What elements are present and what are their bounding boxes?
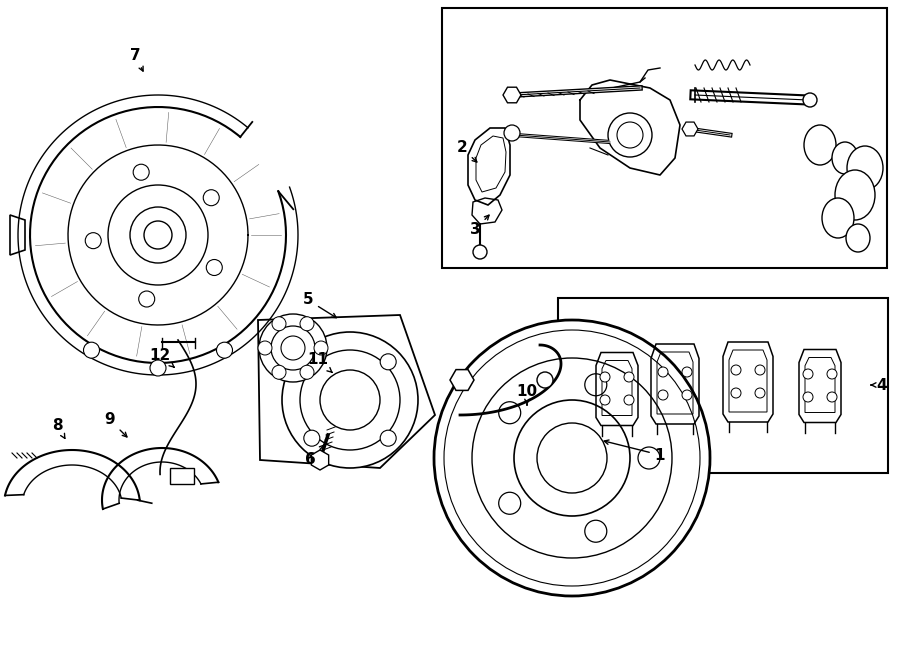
Circle shape: [133, 164, 149, 180]
Circle shape: [108, 185, 208, 285]
Circle shape: [827, 392, 837, 402]
Circle shape: [638, 447, 660, 469]
Circle shape: [803, 369, 813, 379]
Circle shape: [144, 221, 172, 249]
Text: 5: 5: [302, 293, 337, 318]
Circle shape: [803, 392, 813, 402]
Text: 8: 8: [51, 418, 65, 438]
Circle shape: [600, 395, 610, 405]
Circle shape: [499, 402, 521, 424]
Circle shape: [537, 423, 607, 493]
Circle shape: [150, 360, 166, 376]
Circle shape: [600, 372, 610, 382]
Circle shape: [624, 372, 634, 382]
Text: 6: 6: [304, 445, 324, 467]
Bar: [170, 468, 194, 484]
Text: 1: 1: [604, 440, 665, 463]
Circle shape: [731, 388, 741, 398]
Circle shape: [130, 207, 186, 263]
Ellipse shape: [846, 224, 870, 252]
Circle shape: [504, 125, 520, 141]
Circle shape: [624, 395, 634, 405]
Circle shape: [314, 341, 328, 355]
Circle shape: [585, 520, 607, 542]
Ellipse shape: [832, 142, 858, 174]
Circle shape: [731, 365, 741, 375]
Circle shape: [217, 342, 232, 358]
Circle shape: [755, 365, 765, 375]
Text: 2: 2: [456, 141, 477, 162]
Circle shape: [86, 233, 101, 249]
Circle shape: [444, 330, 700, 586]
Ellipse shape: [835, 170, 875, 220]
Text: 7: 7: [130, 48, 143, 71]
Circle shape: [755, 388, 765, 398]
Bar: [558, 298, 888, 473]
Circle shape: [473, 245, 487, 259]
Polygon shape: [682, 122, 698, 136]
Circle shape: [203, 190, 220, 206]
Text: 12: 12: [149, 348, 175, 368]
Circle shape: [300, 317, 314, 330]
Ellipse shape: [804, 125, 836, 165]
Circle shape: [259, 314, 327, 382]
Circle shape: [434, 320, 710, 596]
Circle shape: [472, 358, 672, 558]
Circle shape: [514, 400, 630, 516]
Circle shape: [84, 342, 100, 358]
Circle shape: [585, 373, 607, 396]
Circle shape: [617, 122, 643, 148]
Bar: [442, 8, 887, 268]
Circle shape: [304, 430, 320, 446]
Text: 9: 9: [104, 412, 127, 437]
Circle shape: [271, 326, 315, 370]
Circle shape: [320, 370, 380, 430]
Circle shape: [499, 492, 521, 514]
Text: 10: 10: [517, 385, 537, 405]
Circle shape: [304, 354, 320, 369]
Circle shape: [682, 367, 692, 377]
Circle shape: [206, 260, 222, 276]
Ellipse shape: [847, 146, 883, 190]
Circle shape: [658, 367, 668, 377]
Circle shape: [281, 336, 305, 360]
Circle shape: [300, 350, 400, 450]
Polygon shape: [311, 450, 328, 470]
Circle shape: [380, 430, 396, 446]
Circle shape: [682, 390, 692, 400]
Circle shape: [282, 332, 418, 468]
Circle shape: [827, 369, 837, 379]
Circle shape: [537, 372, 553, 388]
Circle shape: [300, 366, 314, 379]
Polygon shape: [503, 87, 521, 103]
Circle shape: [803, 93, 817, 107]
Circle shape: [380, 354, 396, 369]
Polygon shape: [450, 369, 474, 391]
Ellipse shape: [822, 198, 854, 238]
Circle shape: [258, 341, 272, 355]
Circle shape: [608, 113, 652, 157]
Text: 11: 11: [308, 352, 332, 372]
Circle shape: [658, 390, 668, 400]
Circle shape: [272, 317, 286, 330]
Text: 3: 3: [470, 215, 489, 237]
Text: 4: 4: [871, 377, 887, 393]
Circle shape: [272, 366, 286, 379]
Circle shape: [139, 291, 155, 307]
